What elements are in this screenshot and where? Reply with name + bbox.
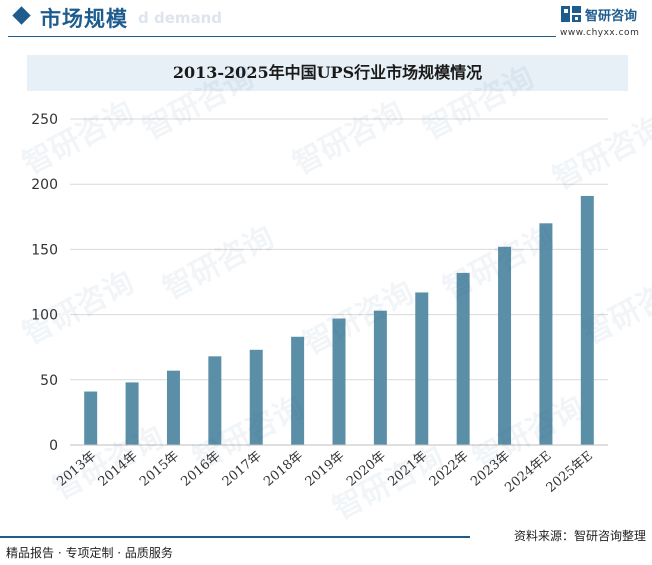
y-tick-label: 100 bbox=[31, 308, 58, 324]
y-tick-label: 0 bbox=[49, 438, 58, 454]
brand-logo-icon bbox=[561, 6, 581, 22]
x-tick-label: 2019年 bbox=[303, 449, 348, 490]
bar bbox=[208, 356, 222, 445]
bar bbox=[415, 292, 429, 445]
x-tick-label: 2021年 bbox=[385, 449, 430, 490]
footer-slogan: 精品报告 · 专项定制 · 品质服务 bbox=[6, 546, 173, 560]
header: 市场规模 d demand 智研咨询 www.chyxx.com bbox=[0, 0, 652, 40]
y-tick-label: 50 bbox=[40, 373, 58, 389]
x-tick-label: 2014年 bbox=[96, 449, 141, 490]
x-tick-label: 2020年 bbox=[344, 449, 389, 490]
bar bbox=[332, 318, 346, 445]
bar bbox=[249, 349, 263, 445]
bar bbox=[84, 391, 98, 445]
x-tick-label: 2025年E bbox=[544, 449, 596, 496]
bar bbox=[456, 272, 470, 445]
bar bbox=[291, 336, 305, 445]
section-title: 市场规模 bbox=[40, 7, 128, 31]
x-tick-label: 2013年 bbox=[54, 449, 99, 490]
x-tick-label: 2016年 bbox=[178, 449, 223, 490]
section-subtitle: d demand bbox=[138, 9, 223, 27]
brand-name: 智研咨询 bbox=[585, 9, 638, 24]
diamond-icon bbox=[12, 6, 31, 25]
header-divider bbox=[8, 36, 556, 37]
y-tick-label: 150 bbox=[31, 242, 58, 258]
x-tick-label: 2015年 bbox=[137, 449, 182, 490]
chart-title-banner: 2013-2025年中国UPS行业市场规模情况 bbox=[27, 55, 628, 91]
x-tick-label: 2018年 bbox=[261, 449, 306, 490]
x-tick-label: 2022年 bbox=[427, 449, 472, 490]
bar-chart: 0 50 100 150 200 250 2013年2014年2015年2016年2017年… bbox=[31, 112, 608, 496]
chart-title: 2013-2025年中国UPS行业市场规模情况 bbox=[172, 63, 483, 82]
bar bbox=[373, 310, 387, 445]
y-tick-label: 250 bbox=[31, 112, 58, 128]
bar bbox=[539, 223, 553, 445]
bar bbox=[498, 246, 512, 445]
x-tick-label: 2017年 bbox=[220, 449, 265, 490]
footer-divider bbox=[0, 536, 470, 538]
bar bbox=[166, 370, 180, 445]
source-note: 资料来源：智研咨询整理 bbox=[513, 529, 646, 543]
y-tick-label: 200 bbox=[31, 177, 58, 193]
brand-url: www.chyxx.com bbox=[560, 28, 640, 38]
bar bbox=[125, 382, 139, 445]
bar bbox=[580, 195, 594, 445]
